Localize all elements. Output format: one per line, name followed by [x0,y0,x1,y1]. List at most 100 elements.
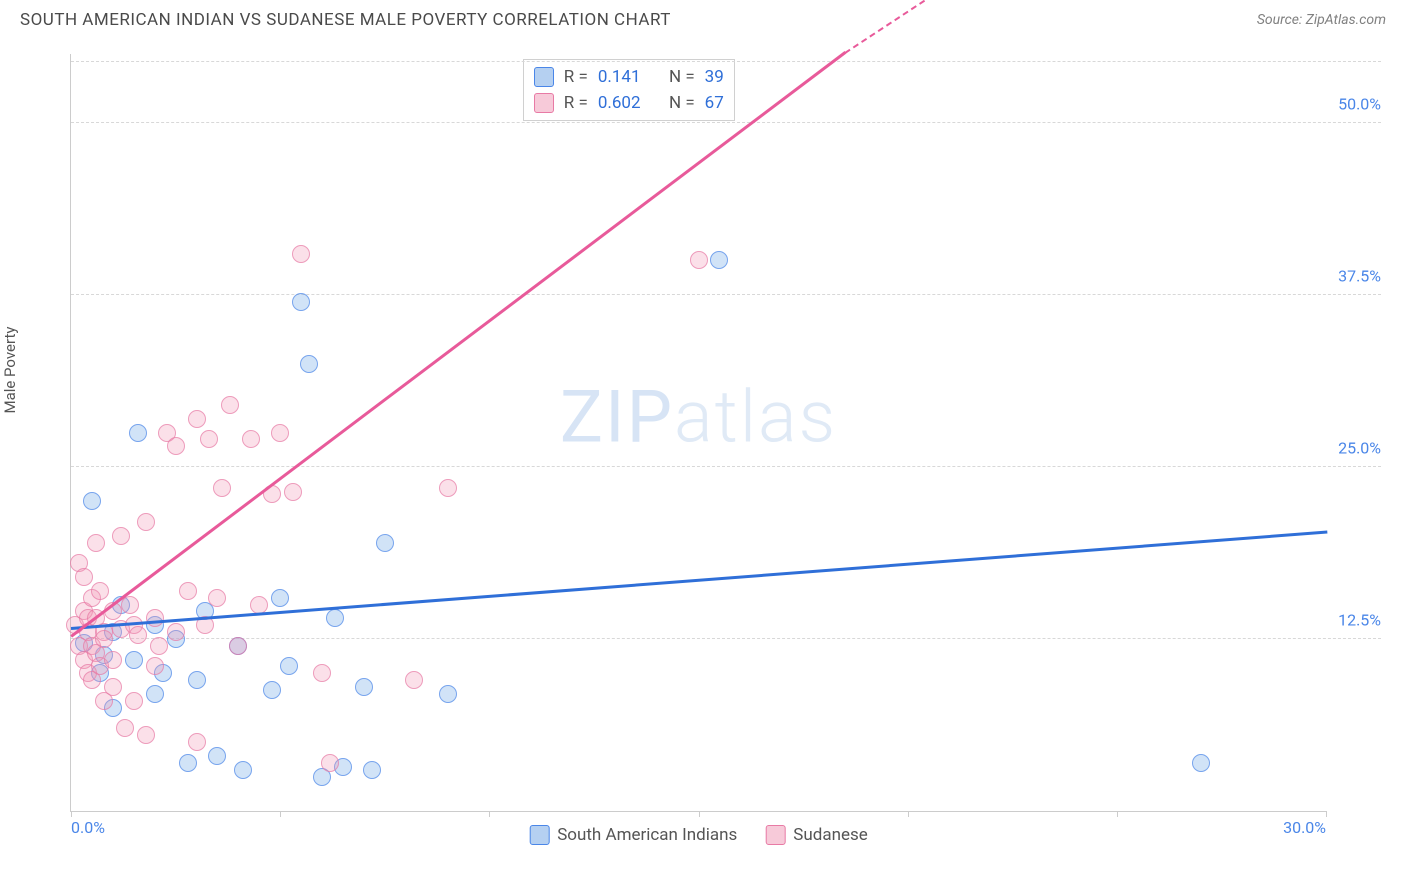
data-point-blue [234,761,252,779]
data-point-blue [710,251,728,269]
data-point-pink [292,245,310,263]
grid-line [71,61,1381,62]
data-point-pink [87,534,105,552]
data-point-pink [129,626,147,644]
data-point-blue [125,651,143,669]
data-point-pink [208,589,226,607]
data-point-blue [363,761,381,779]
watermark: ZIPatlas [560,375,837,460]
data-point-blue [355,678,373,696]
swatch-blue-icon [529,825,549,845]
chart-area: Male Poverty ZIPatlas R = 0.141 N = 39 R… [20,44,1386,852]
data-point-pink [150,637,168,655]
x-tick [489,811,490,817]
data-point-pink [75,568,93,586]
data-point-pink [137,726,155,744]
data-point-blue [1192,754,1210,772]
x-tick [1326,811,1327,817]
data-point-pink [112,527,130,545]
data-point-blue [188,671,206,689]
x-tick [1117,811,1118,817]
stat-n-label: N = [669,93,695,113]
data-point-blue [280,657,298,675]
grid-line [71,466,1381,467]
data-point-pink [271,424,289,442]
data-point-pink [250,596,268,614]
data-point-pink [188,410,206,428]
data-point-blue [179,754,197,772]
data-point-pink [137,513,155,531]
data-point-pink [229,637,247,655]
swatch-pink-icon [534,93,554,113]
y-tick-label: 37.5% [1338,266,1381,285]
data-point-blue [208,747,226,765]
data-point-pink [313,664,331,682]
data-point-pink [91,582,109,600]
data-point-pink [690,251,708,269]
stat-r-label: R = [564,67,588,87]
stat-n-value-blue: 39 [705,67,724,87]
data-point-pink [95,630,113,648]
data-point-pink [167,437,185,455]
data-point-blue [146,685,164,703]
stat-r-value-blue: 0.141 [598,67,641,87]
legend-item-pink: Sudanese [765,825,868,845]
data-point-pink [104,678,122,696]
trend-line [71,530,1327,629]
stat-r-label: R = [564,93,588,113]
y-tick-label: 12.5% [1338,610,1381,629]
x-tick-label: 30.0% [1283,818,1326,837]
stats-row-blue: R = 0.141 N = 39 [534,64,724,90]
grid-line [71,122,1381,123]
x-tick [280,811,281,817]
data-point-pink [125,692,143,710]
data-point-pink [116,719,134,737]
legend-label-blue: South American Indians [557,825,737,845]
data-point-pink [188,733,206,751]
swatch-pink-icon [765,825,785,845]
y-axis-label: Male Poverty [1,327,19,414]
x-tick-label: 0.0% [71,818,105,837]
trend-line [70,51,846,637]
stat-n-value-pink: 67 [705,93,724,113]
data-point-blue [439,685,457,703]
chart-header: SOUTH AMERICAN INDIAN VS SUDANESE MALE P… [0,0,1406,36]
data-point-pink [221,396,239,414]
data-point-pink [179,582,197,600]
data-point-blue [376,534,394,552]
data-point-pink [200,430,218,448]
grid-line [71,294,1381,295]
legend-label-pink: Sudanese [793,825,868,845]
stats-box: R = 0.141 N = 39 R = 0.602 N = 67 [523,59,735,121]
data-point-blue [292,293,310,311]
data-point-blue [271,589,289,607]
data-point-pink [405,671,423,689]
y-tick-label: 50.0% [1338,94,1381,113]
stat-n-label: N = [669,67,695,87]
data-point-blue [129,424,147,442]
x-tick [699,811,700,817]
data-point-pink [146,657,164,675]
data-point-pink [242,430,260,448]
grid-line [71,638,1381,639]
data-point-blue [300,355,318,373]
legend-item-blue: South American Indians [529,825,737,845]
data-point-pink [284,483,302,501]
plot-area: ZIPatlas R = 0.141 N = 39 R = 0.602 N = … [70,54,1326,812]
data-point-pink [213,479,231,497]
stats-row-pink: R = 0.602 N = 67 [534,90,724,116]
swatch-blue-icon [534,67,554,87]
stat-r-value-pink: 0.602 [598,93,641,113]
source-label: Source: ZipAtlas.com [1257,12,1386,28]
x-tick [71,811,72,817]
x-tick [908,811,909,817]
data-point-blue [83,492,101,510]
data-point-blue [326,609,344,627]
data-point-pink [104,651,122,669]
legend: South American Indians Sudanese [529,825,868,845]
chart-title: SOUTH AMERICAN INDIAN VS SUDANESE MALE P… [20,10,671,30]
data-point-pink [439,479,457,497]
data-point-blue [263,681,281,699]
data-point-pink [321,754,339,772]
y-tick-label: 25.0% [1338,438,1381,457]
